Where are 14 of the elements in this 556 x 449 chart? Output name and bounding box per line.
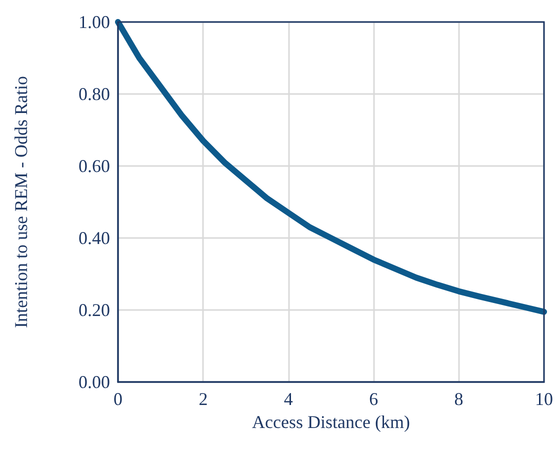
- y-tick-label: 0.00: [78, 372, 110, 392]
- x-tick-label: 2: [198, 389, 208, 409]
- y-tick-label: 0.60: [78, 156, 110, 176]
- y-axis-title: Intention to use REM - Odds Ratio: [11, 76, 31, 328]
- y-tick-label: 0.20: [78, 300, 110, 320]
- x-tick-label: 10: [535, 389, 553, 409]
- x-tick-label: 4: [284, 389, 293, 409]
- x-tick-label: 6: [369, 389, 378, 409]
- x-tick-label: 0: [114, 389, 122, 409]
- x-axis-title: Access Distance (km): [252, 412, 410, 432]
- y-tick-label: 1.00: [78, 12, 110, 32]
- x-tick-label: 8: [454, 389, 464, 409]
- y-tick-label: 0.40: [78, 228, 110, 248]
- y-tick-label: 0.80: [78, 84, 110, 104]
